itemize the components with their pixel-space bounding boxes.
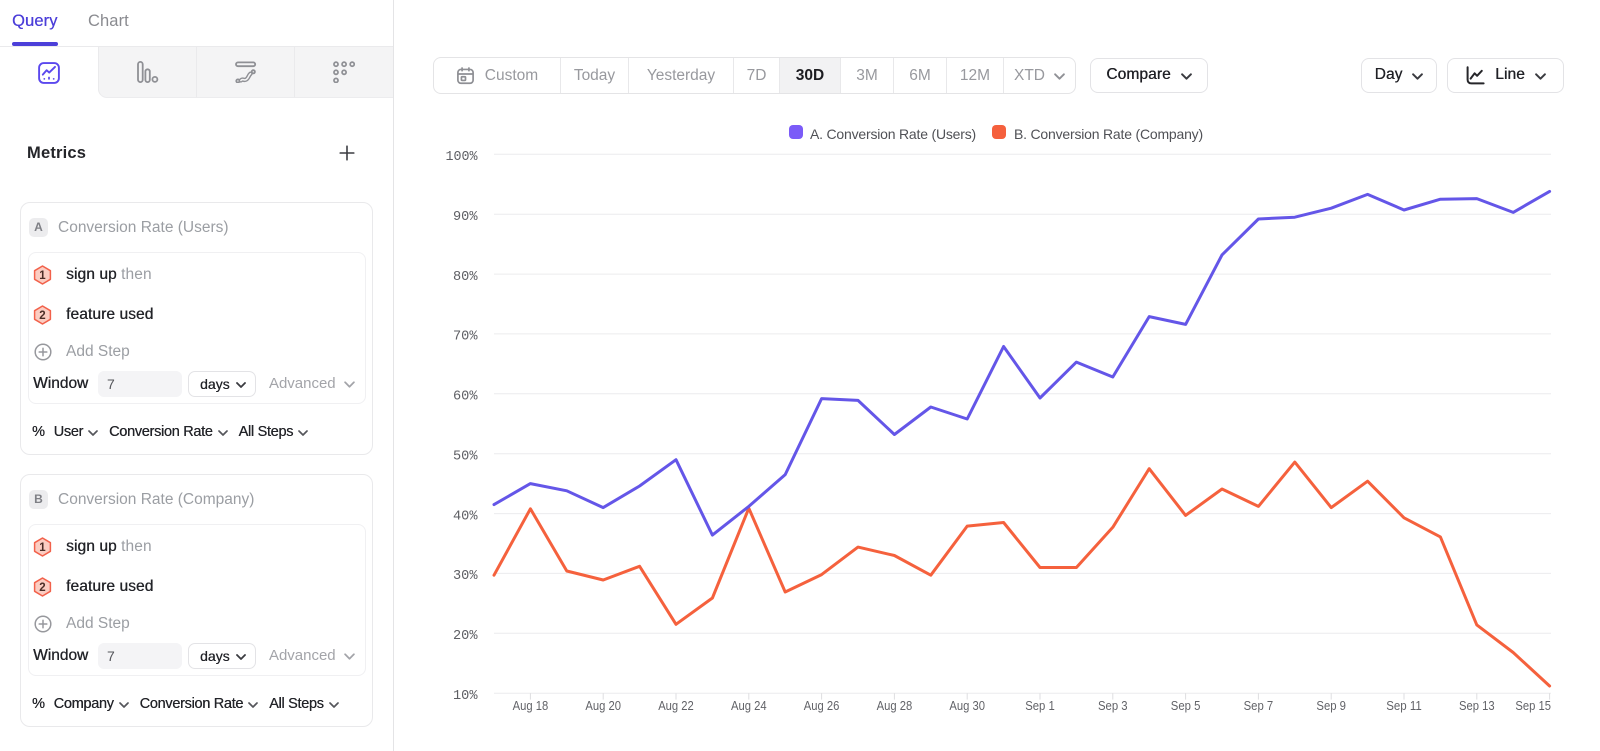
svg-text:50%: 50% bbox=[453, 449, 478, 464]
svg-text:2: 2 bbox=[39, 310, 45, 322]
svg-text:90%: 90% bbox=[453, 210, 478, 225]
svg-text:Aug 24: Aug 24 bbox=[731, 698, 767, 713]
svg-text:Aug 30: Aug 30 bbox=[949, 698, 985, 713]
svg-text:Sep 1: Sep 1 bbox=[1025, 698, 1055, 713]
svg-text:Sep 5: Sep 5 bbox=[1171, 698, 1201, 713]
svg-text:Sep 11: Sep 11 bbox=[1386, 698, 1422, 713]
svg-text:2: 2 bbox=[39, 582, 45, 594]
svg-text:1: 1 bbox=[39, 542, 46, 554]
svg-text:Aug 20: Aug 20 bbox=[585, 698, 621, 713]
svg-text:Aug 28: Aug 28 bbox=[877, 698, 913, 713]
svg-text:Sep 9: Sep 9 bbox=[1316, 698, 1346, 713]
svg-text:80%: 80% bbox=[453, 270, 478, 285]
svg-text:Sep 7: Sep 7 bbox=[1244, 698, 1274, 713]
svg-text:100%: 100% bbox=[446, 150, 479, 165]
svg-text:Aug 18: Aug 18 bbox=[513, 698, 549, 713]
svg-text:Sep 13: Sep 13 bbox=[1459, 698, 1495, 713]
svg-text:70%: 70% bbox=[453, 330, 478, 345]
svg-text:30%: 30% bbox=[453, 569, 478, 584]
svg-text:Aug 22: Aug 22 bbox=[658, 698, 694, 713]
svg-text:40%: 40% bbox=[453, 509, 478, 524]
svg-text:60%: 60% bbox=[453, 390, 478, 405]
svg-text:10%: 10% bbox=[453, 689, 478, 704]
svg-text:1: 1 bbox=[39, 270, 46, 282]
svg-text:Aug 26: Aug 26 bbox=[804, 698, 840, 713]
svg-text:20%: 20% bbox=[453, 629, 478, 644]
svg-text:Sep 15: Sep 15 bbox=[1515, 698, 1551, 713]
svg-text:Sep 3: Sep 3 bbox=[1098, 698, 1128, 713]
